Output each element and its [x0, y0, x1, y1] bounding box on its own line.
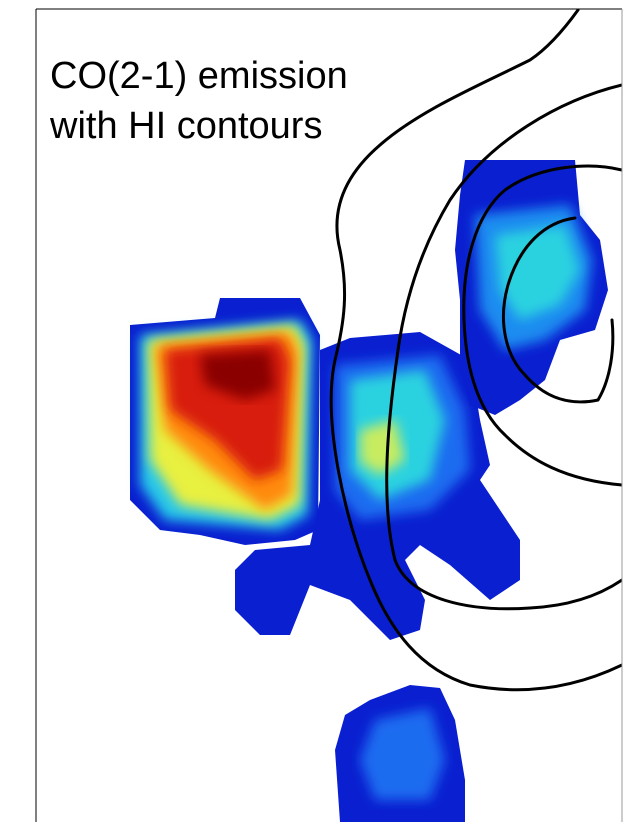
title-line: CO(2-1) emission [50, 55, 348, 97]
title-line: with HI contours [49, 105, 322, 147]
emission-map: CO(2-1) emission with HI contours [0, 0, 628, 822]
emission-blob-left [130, 298, 320, 545]
page: {"title": {"lines": ["CO(2-1) emission",… [0, 0, 628, 822]
